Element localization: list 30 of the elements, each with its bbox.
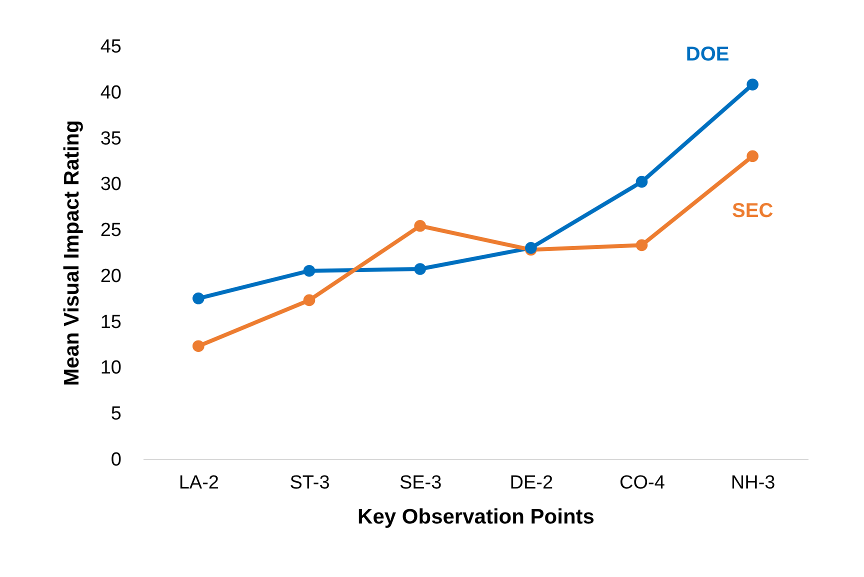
y-tick-label: 30: [100, 174, 122, 196]
point: [746, 150, 758, 162]
point: [746, 78, 758, 90]
point: [192, 292, 204, 304]
x-axis-title: Key Observation Points: [358, 506, 594, 528]
x-tick-label: LA-2: [178, 472, 219, 494]
point: [414, 263, 426, 275]
x-tick-label: SE-3: [399, 472, 442, 494]
y-tick-label: 40: [100, 82, 122, 104]
y-axis-title: Mean Visual Impact Rating: [60, 120, 84, 386]
point: [636, 239, 648, 252]
series-label: SEC: [732, 200, 774, 222]
y-tick-label: 35: [100, 128, 122, 150]
y-tick-label: 0: [110, 450, 122, 470]
y-tick-label: 45: [100, 36, 122, 58]
x-tick-label: ST-3: [290, 472, 330, 494]
point: [636, 176, 648, 188]
x-tick-label: CO-4: [620, 472, 666, 494]
y-tick-label: 20: [100, 266, 122, 287]
y-tick-label: 5: [110, 404, 122, 425]
point: [303, 264, 316, 277]
x-tick-label: DE-2: [510, 472, 554, 494]
point: [192, 340, 204, 352]
x-tick-label: NH-3: [730, 472, 776, 494]
point: [303, 294, 316, 306]
y-tick-label: 15: [100, 312, 122, 333]
y-tick-label: 10: [100, 358, 122, 379]
point: [414, 220, 426, 232]
y-tick-label: 25: [100, 220, 122, 242]
series-label: DOE: [686, 44, 730, 66]
